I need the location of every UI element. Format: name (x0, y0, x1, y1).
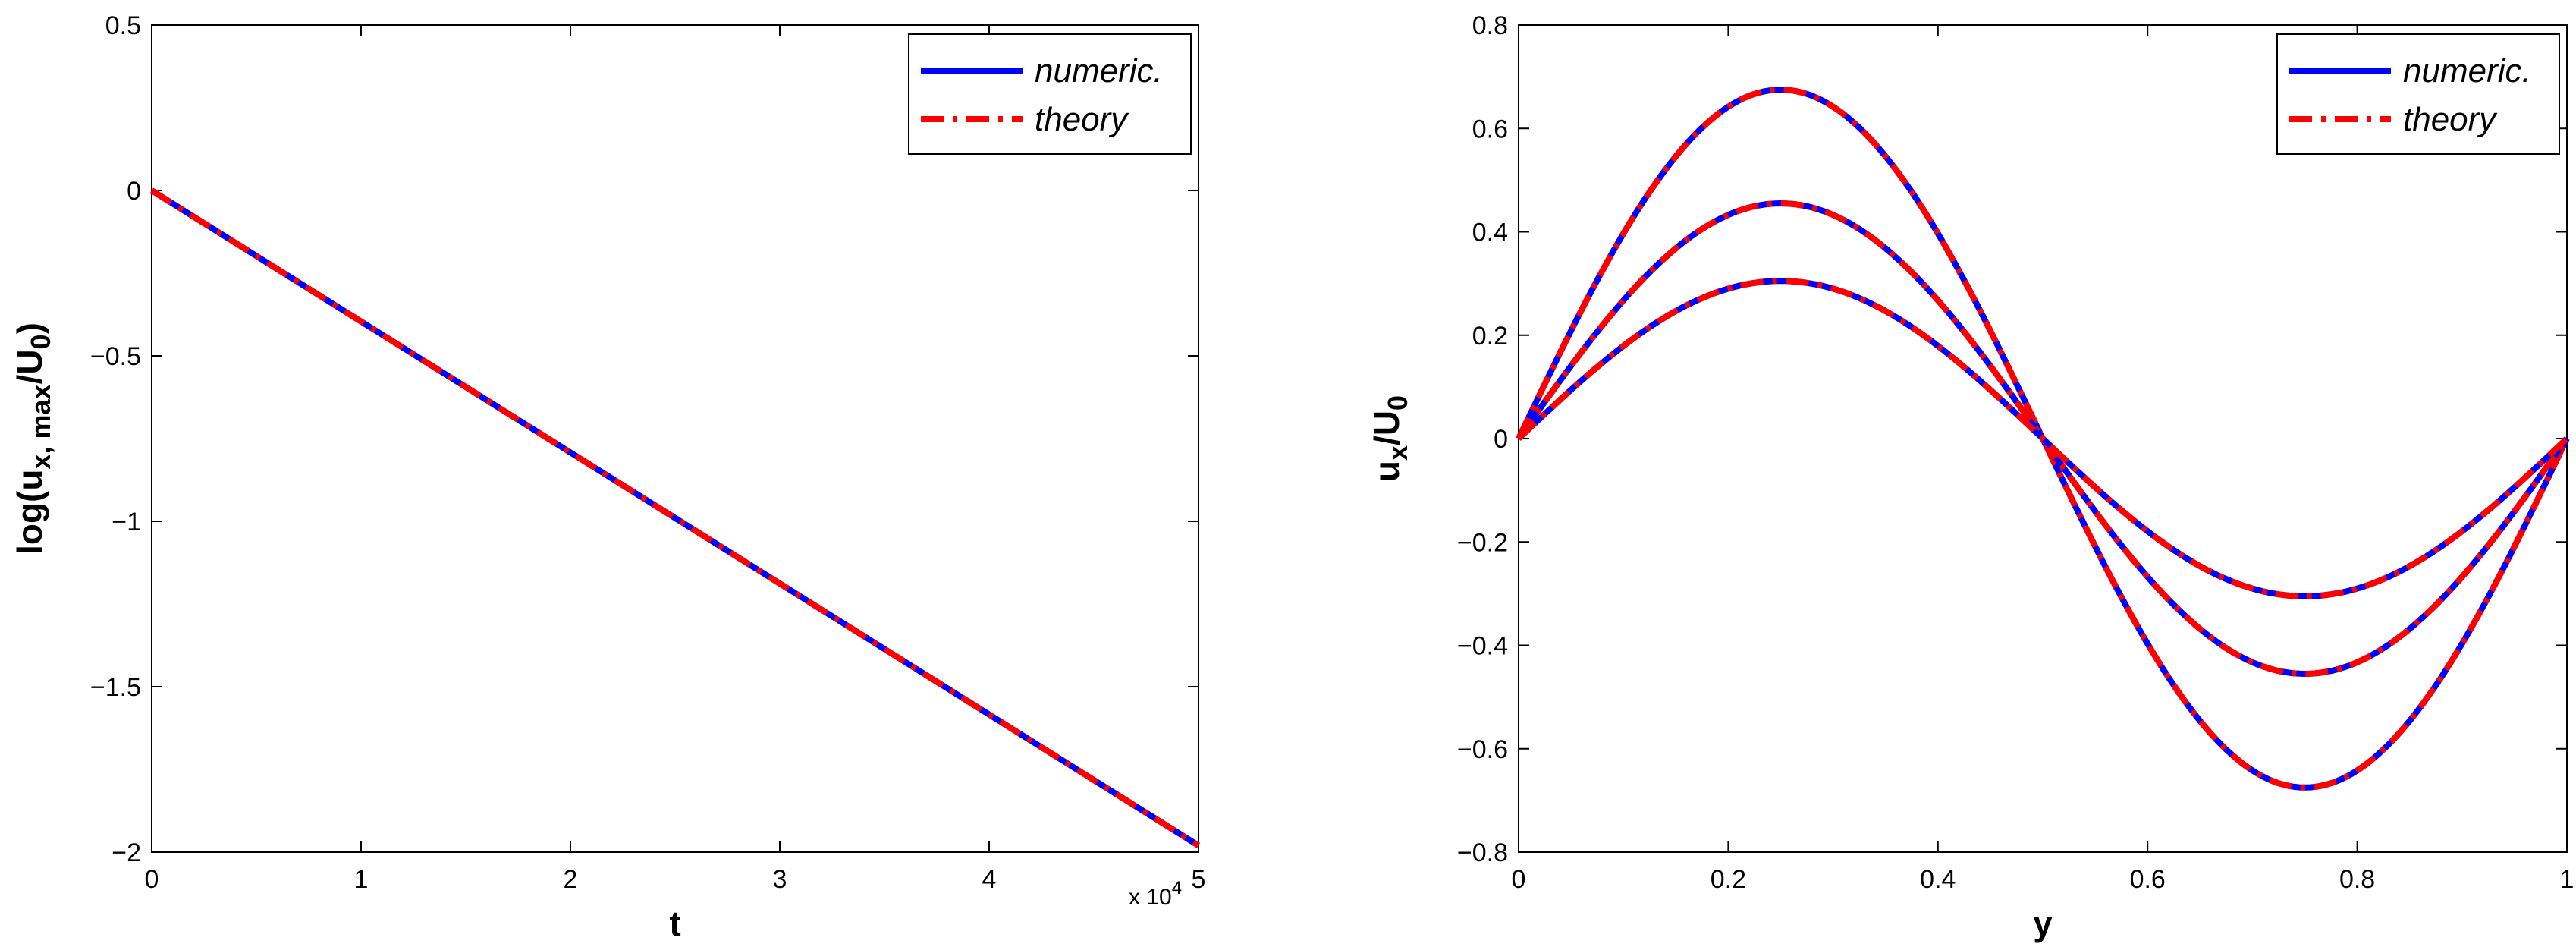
x-tick-label: 0.8 (2339, 865, 2375, 894)
x-tick-label: 4 (982, 865, 997, 894)
y-tick-label: −0.6 (1457, 735, 1508, 764)
y-tick-label: 0.4 (1472, 219, 1508, 247)
series-theory-profile-3 (1516, 278, 2569, 599)
x-axis-label: t (669, 904, 680, 943)
legend-box (908, 33, 1192, 155)
legend-box (2276, 33, 2560, 155)
x-tick-label: 0.4 (1920, 865, 1956, 894)
y-tick-label: −1 (112, 508, 141, 536)
y-tick-label: 0 (127, 177, 141, 206)
legend-label-theory: theory (1035, 101, 1129, 138)
y-tick-label: −0.2 (1457, 528, 1508, 557)
y-tick-label: −0.4 (1457, 632, 1508, 661)
y-tick-label: −0.5 (90, 342, 141, 371)
series-theory-profile-1 (1516, 87, 2570, 791)
y-tick-label: −0.8 (1457, 838, 1508, 867)
y-tick-label: −2 (112, 838, 141, 867)
legend-label-theory: theory (2403, 101, 2498, 138)
y-tick-label: 0.2 (1472, 322, 1508, 351)
x-axis-multiplier: x 104 (1129, 878, 1182, 910)
x-tick-label: 1 (354, 865, 369, 894)
x-tick-label: 1 (2560, 865, 2574, 894)
x-axis-label: y (2033, 904, 2053, 943)
x-tick-label: 3 (773, 865, 787, 894)
series-numeric-line (149, 187, 1201, 848)
y-tick-label: 0.5 (105, 11, 141, 40)
y-tick-label: −1.5 (90, 673, 141, 702)
plot-frame (151, 24, 1199, 853)
chart-left-log-decay: 0 1 2 3 4 5 −2 −1.5 −1 −0.5 0 0.5 t log(ux, max/U0) x … (10, 11, 1205, 943)
y-tick-label: 0.8 (1472, 11, 1508, 40)
legend: numeric. theory (908, 33, 1192, 155)
x-tick-label: 2 (564, 865, 578, 894)
y-axis-label: log(ux, max/U0) (10, 322, 56, 555)
legend-label-numeric: numeric. (1035, 52, 1163, 90)
x-tick-label: 0.6 (2130, 865, 2166, 894)
y-tick-label: 0.6 (1472, 115, 1508, 143)
series-theory-profile-2 (1516, 200, 2570, 677)
y-axis-label: ux/U0 (1367, 395, 1413, 482)
legend: numeric. theory (2276, 33, 2560, 155)
x-tick-label: 5 (1192, 865, 1206, 894)
y-tick-label: 0 (1494, 425, 1508, 454)
x-tick-label: 0 (145, 865, 159, 894)
x-tick-label: 0.2 (1711, 865, 1746, 894)
legend-label-numeric: numeric. (2403, 52, 2531, 90)
x-tick-label: 0 (1512, 865, 1526, 894)
chart-right-velocity-profile: 0 0.2 0.4 0.6 0.8 1 −0.8 −0.6 −0.4 −0.2 0 0.2 0.4 0.6… (1367, 11, 2574, 943)
